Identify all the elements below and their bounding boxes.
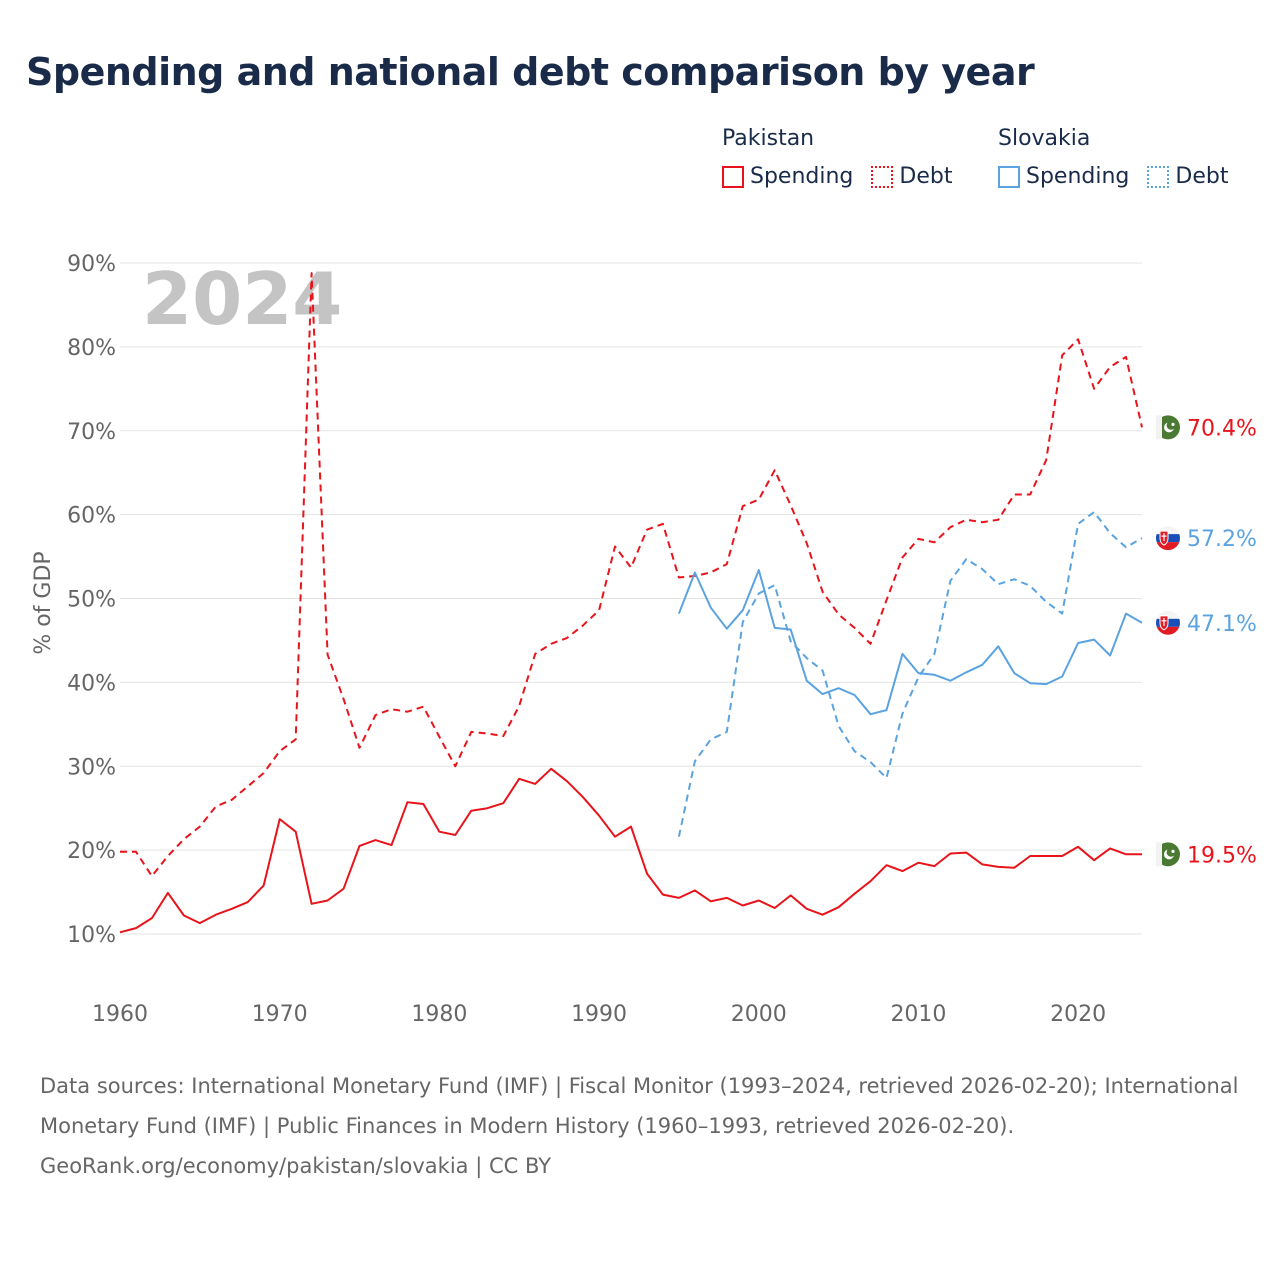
crescent-cut xyxy=(1166,847,1176,857)
double-cross xyxy=(1161,533,1167,542)
y-tick-label: 60% xyxy=(67,504,116,529)
legend-swatch-dotted xyxy=(871,165,894,188)
flag-disc xyxy=(1156,415,1180,440)
flag-white-band xyxy=(1156,526,1180,535)
y-tick-label: 40% xyxy=(67,671,116,696)
legend-country-pakistan: Pakistan xyxy=(722,126,815,151)
flag-disc xyxy=(1156,842,1180,867)
x-tick-label: 1990 xyxy=(571,1002,627,1027)
y-tick-label: 10% xyxy=(67,923,116,948)
coat-of-arms xyxy=(1159,530,1169,546)
legend-group-slovakia: Slovakia Spending Debt xyxy=(998,122,1246,189)
end-value-label: 47.1% xyxy=(1187,612,1257,637)
end-marker-pakistan-debt: 70.4% xyxy=(1156,415,1257,441)
flag-stripe xyxy=(1156,415,1162,440)
x-tick-label: 2000 xyxy=(731,1002,787,1027)
legend-pakistan-spending[interactable]: Spending xyxy=(722,164,853,189)
legend-pakistan-debt[interactable]: Debt xyxy=(871,164,952,189)
legend-label: Spending xyxy=(750,164,854,189)
end-marker-pakistan-spending: 19.5% xyxy=(1156,842,1257,868)
end-value-label: 70.4% xyxy=(1187,416,1257,441)
flag-blue-band xyxy=(1156,618,1180,627)
y-tick-label: 30% xyxy=(67,755,116,780)
legend-country-slovakia: Slovakia xyxy=(998,126,1091,151)
crescent xyxy=(1164,422,1174,433)
x-tick-label: 2010 xyxy=(890,1002,946,1027)
chart-title: Spending and national debt comparison by… xyxy=(26,50,1035,94)
end-marker-slovakia-spending: 47.1% xyxy=(1156,610,1257,637)
y-tick-label: 50% xyxy=(67,588,116,613)
x-tick-label: 1970 xyxy=(252,1002,308,1027)
flag-blue-band xyxy=(1156,534,1180,543)
credit-line: GeoRank.org/economy/pakistan/slovakia | … xyxy=(40,1154,552,1178)
end-value-label: 57.2% xyxy=(1187,527,1257,552)
legend-swatch-dotted xyxy=(1147,165,1170,188)
flag-stripe xyxy=(1156,842,1162,867)
y-tick-label: 90% xyxy=(67,252,116,277)
star xyxy=(1171,849,1175,853)
double-cross xyxy=(1161,617,1167,626)
flag-white-band xyxy=(1156,610,1180,619)
flag-red-band xyxy=(1156,626,1180,635)
slovakia-spending-line xyxy=(677,569,1143,716)
chart-footer: Data sources: International Monetary Fun… xyxy=(40,1066,1240,1186)
legend-slovakia-debt[interactable]: Debt xyxy=(1147,164,1228,189)
crescent xyxy=(1164,849,1174,860)
legend-swatch-solid xyxy=(998,165,1020,188)
star xyxy=(1171,422,1175,426)
y-tick-label: 80% xyxy=(67,336,116,361)
legend-label: Spending xyxy=(1026,164,1130,189)
x-tick-label: 1960 xyxy=(92,1002,148,1027)
x-tick-label: 2020 xyxy=(1050,1002,1106,1027)
legend-swatch-solid xyxy=(722,165,744,188)
data-sources: Data sources: International Monetary Fun… xyxy=(40,1074,1239,1138)
end-marker-slovakia-debt: 57.2% xyxy=(1156,526,1257,552)
legend-group-pakistan: Pakistan Spending Debt xyxy=(722,122,970,189)
y-axis-label: % of GDP xyxy=(31,551,56,654)
pakistan-debt-line xyxy=(120,272,1143,878)
legend-label: Debt xyxy=(899,164,953,189)
y-tick-label: 70% xyxy=(67,420,116,445)
x-tick-label: 1980 xyxy=(411,1002,467,1027)
pakistan-spending-line xyxy=(119,767,1142,934)
end-value-label: 19.5% xyxy=(1187,843,1257,868)
flag-red-band xyxy=(1156,542,1180,551)
slovakia-debt-line xyxy=(677,511,1143,837)
y-tick-label: 20% xyxy=(67,839,116,864)
year-watermark: 2024 xyxy=(142,257,342,341)
legend-label: Debt xyxy=(1175,164,1229,189)
legend-slovakia-spending[interactable]: Spending xyxy=(998,164,1129,189)
coat-of-arms xyxy=(1159,615,1169,631)
crescent-cut xyxy=(1166,420,1176,430)
